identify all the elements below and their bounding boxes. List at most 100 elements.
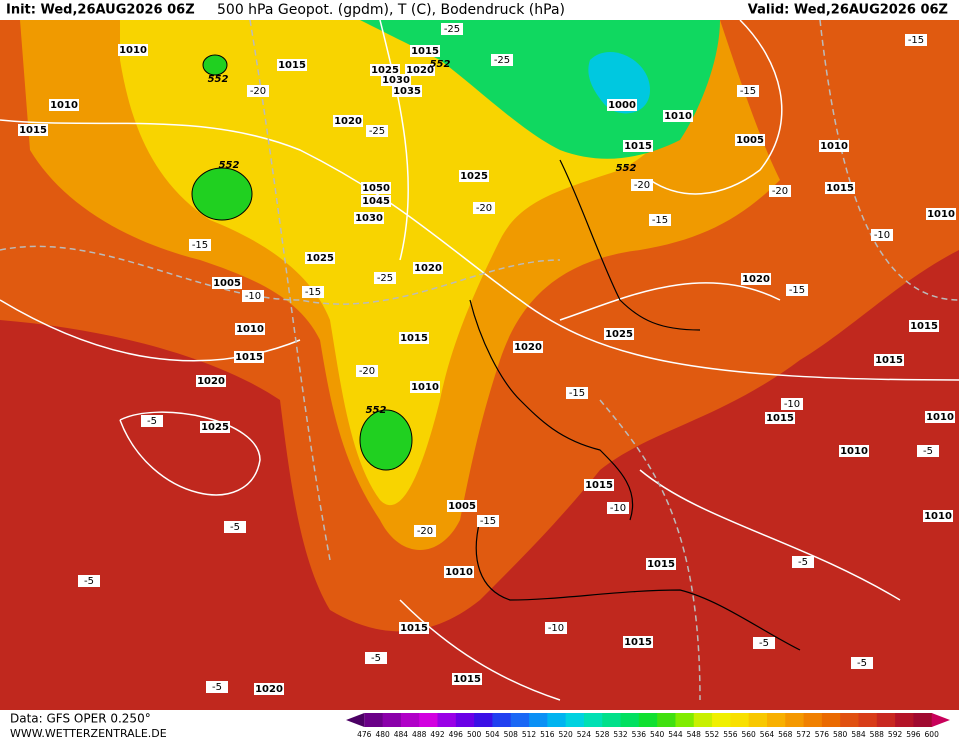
temperature-label-box <box>356 365 378 377</box>
isobar-label: 1010 <box>927 209 955 220</box>
colorbar-swatch <box>657 713 676 727</box>
isobar-label-box <box>735 134 765 146</box>
map-title: 500 hPa Geopot. (gpdm), T (C), Bodendruc… <box>217 2 565 18</box>
low-green <box>191 167 253 221</box>
isobar-label: 1000 <box>608 100 636 111</box>
isobar-label: 1010 <box>119 45 147 56</box>
geopotential-label: 552 <box>219 160 240 171</box>
temperature-label-box <box>477 515 499 527</box>
temperature-label: -20 <box>417 526 433 537</box>
low-green <box>202 54 228 76</box>
colorbar-swatch <box>419 713 439 727</box>
isobar-label-box <box>254 683 284 695</box>
isobar-label-box <box>370 64 400 76</box>
temperature-label-box <box>851 657 873 669</box>
isobar-label-box <box>839 445 869 457</box>
isobar-label-box <box>452 673 482 685</box>
isobar-label-box <box>333 115 363 127</box>
temperature-label-box <box>141 415 163 427</box>
isobar-label-box <box>354 212 384 224</box>
colorbar-label: 560 <box>742 730 757 739</box>
map <box>0 19 959 710</box>
colorbar-swatch <box>803 713 823 727</box>
colorbar-swatch <box>821 713 841 727</box>
isobar-label-box <box>741 273 771 285</box>
colorbar-swatch <box>529 713 548 727</box>
colorbar-label: 528 <box>595 730 610 739</box>
isobar-label-box <box>513 341 543 353</box>
temperature-label: -5 <box>147 416 157 427</box>
isobar-label-box <box>235 323 265 335</box>
isobar-label-box <box>584 479 614 491</box>
temperature-label-box <box>242 290 264 302</box>
colorbar-swatch <box>565 713 585 727</box>
colorbar-swatch <box>748 713 768 727</box>
temperature-label: -5 <box>798 557 808 568</box>
colorbar-label: 512 <box>522 730 537 739</box>
colorbar-label: 580 <box>833 730 848 739</box>
colorbar-swatch <box>602 713 622 727</box>
isobar-label: 1010 <box>924 511 952 522</box>
temperature-label: -15 <box>789 285 805 296</box>
temperature-label: -25 <box>494 55 510 66</box>
isobar-label: 1020 <box>742 274 770 285</box>
isobar-label-box <box>909 320 939 332</box>
isobar-label-box <box>925 411 955 423</box>
isobar-label: 1025 <box>605 329 633 340</box>
isobar-label: 1005 <box>736 135 764 146</box>
temperature-label: -5 <box>857 658 867 669</box>
isobar-label-box <box>49 99 79 111</box>
isobar-label: 1045 <box>362 196 390 207</box>
isobar-label: 1010 <box>411 382 439 393</box>
isobar-label: 1015 <box>875 355 903 366</box>
colorbar-label: 572 <box>796 730 811 739</box>
isobar-label: 1015 <box>826 183 854 194</box>
temperature-label: -20 <box>772 186 788 197</box>
trough-cyan <box>588 51 650 114</box>
colorbar-swatch <box>400 713 420 727</box>
isobar-label-box <box>196 375 226 387</box>
temperature-label-box <box>302 286 324 298</box>
temperature-label: -15 <box>652 215 668 226</box>
colorbar-swatch <box>876 713 896 727</box>
temperature-label-box <box>769 185 791 197</box>
isobar-label: 1015 <box>235 352 263 363</box>
temperature-label: -25 <box>444 24 460 35</box>
colorbar-swatch <box>510 713 530 727</box>
isobar-label: 1010 <box>840 446 868 457</box>
isobar-label-box <box>646 558 676 570</box>
colorbar-swatch <box>730 713 750 727</box>
isobar-label: 1015 <box>19 125 47 136</box>
isobar-label-box <box>459 170 489 182</box>
isobar-label: 1020 <box>406 65 434 76</box>
temperature-label: -5 <box>212 682 222 693</box>
colorbar-label: 484 <box>394 730 409 739</box>
temperature-label: -15 <box>192 240 208 251</box>
temperature-label-box <box>247 85 269 97</box>
colorbar-label: 476 <box>357 730 372 739</box>
colorbar-label: 516 <box>540 730 555 739</box>
isobar-label: 1030 <box>355 213 383 224</box>
temperature-label-box <box>871 229 893 241</box>
colorbar-swatch <box>492 713 512 727</box>
colorbar-label: 588 <box>870 730 885 739</box>
colorbar-swatch <box>675 713 695 727</box>
colorbar-label: 504 <box>485 730 500 739</box>
isobar-label: 1030 <box>382 75 410 86</box>
isobar-label-box <box>923 510 953 522</box>
isobar-label: 1020 <box>414 263 442 274</box>
colorbar-swatch <box>712 713 731 727</box>
colorbar-swatch <box>638 713 658 727</box>
colorbar-label: 576 <box>815 730 830 739</box>
isobar-label: 1015 <box>453 674 481 685</box>
colorbar-label: 524 <box>577 730 592 739</box>
isobar-label-box <box>212 277 242 289</box>
colorbar-label: 500 <box>467 730 482 739</box>
isobar-label-box <box>361 182 391 194</box>
temperature-label: -20 <box>250 86 266 97</box>
colorbar-label: 568 <box>778 730 793 739</box>
temperature-label: -15 <box>908 35 924 46</box>
temperature-label: -10 <box>548 623 564 634</box>
